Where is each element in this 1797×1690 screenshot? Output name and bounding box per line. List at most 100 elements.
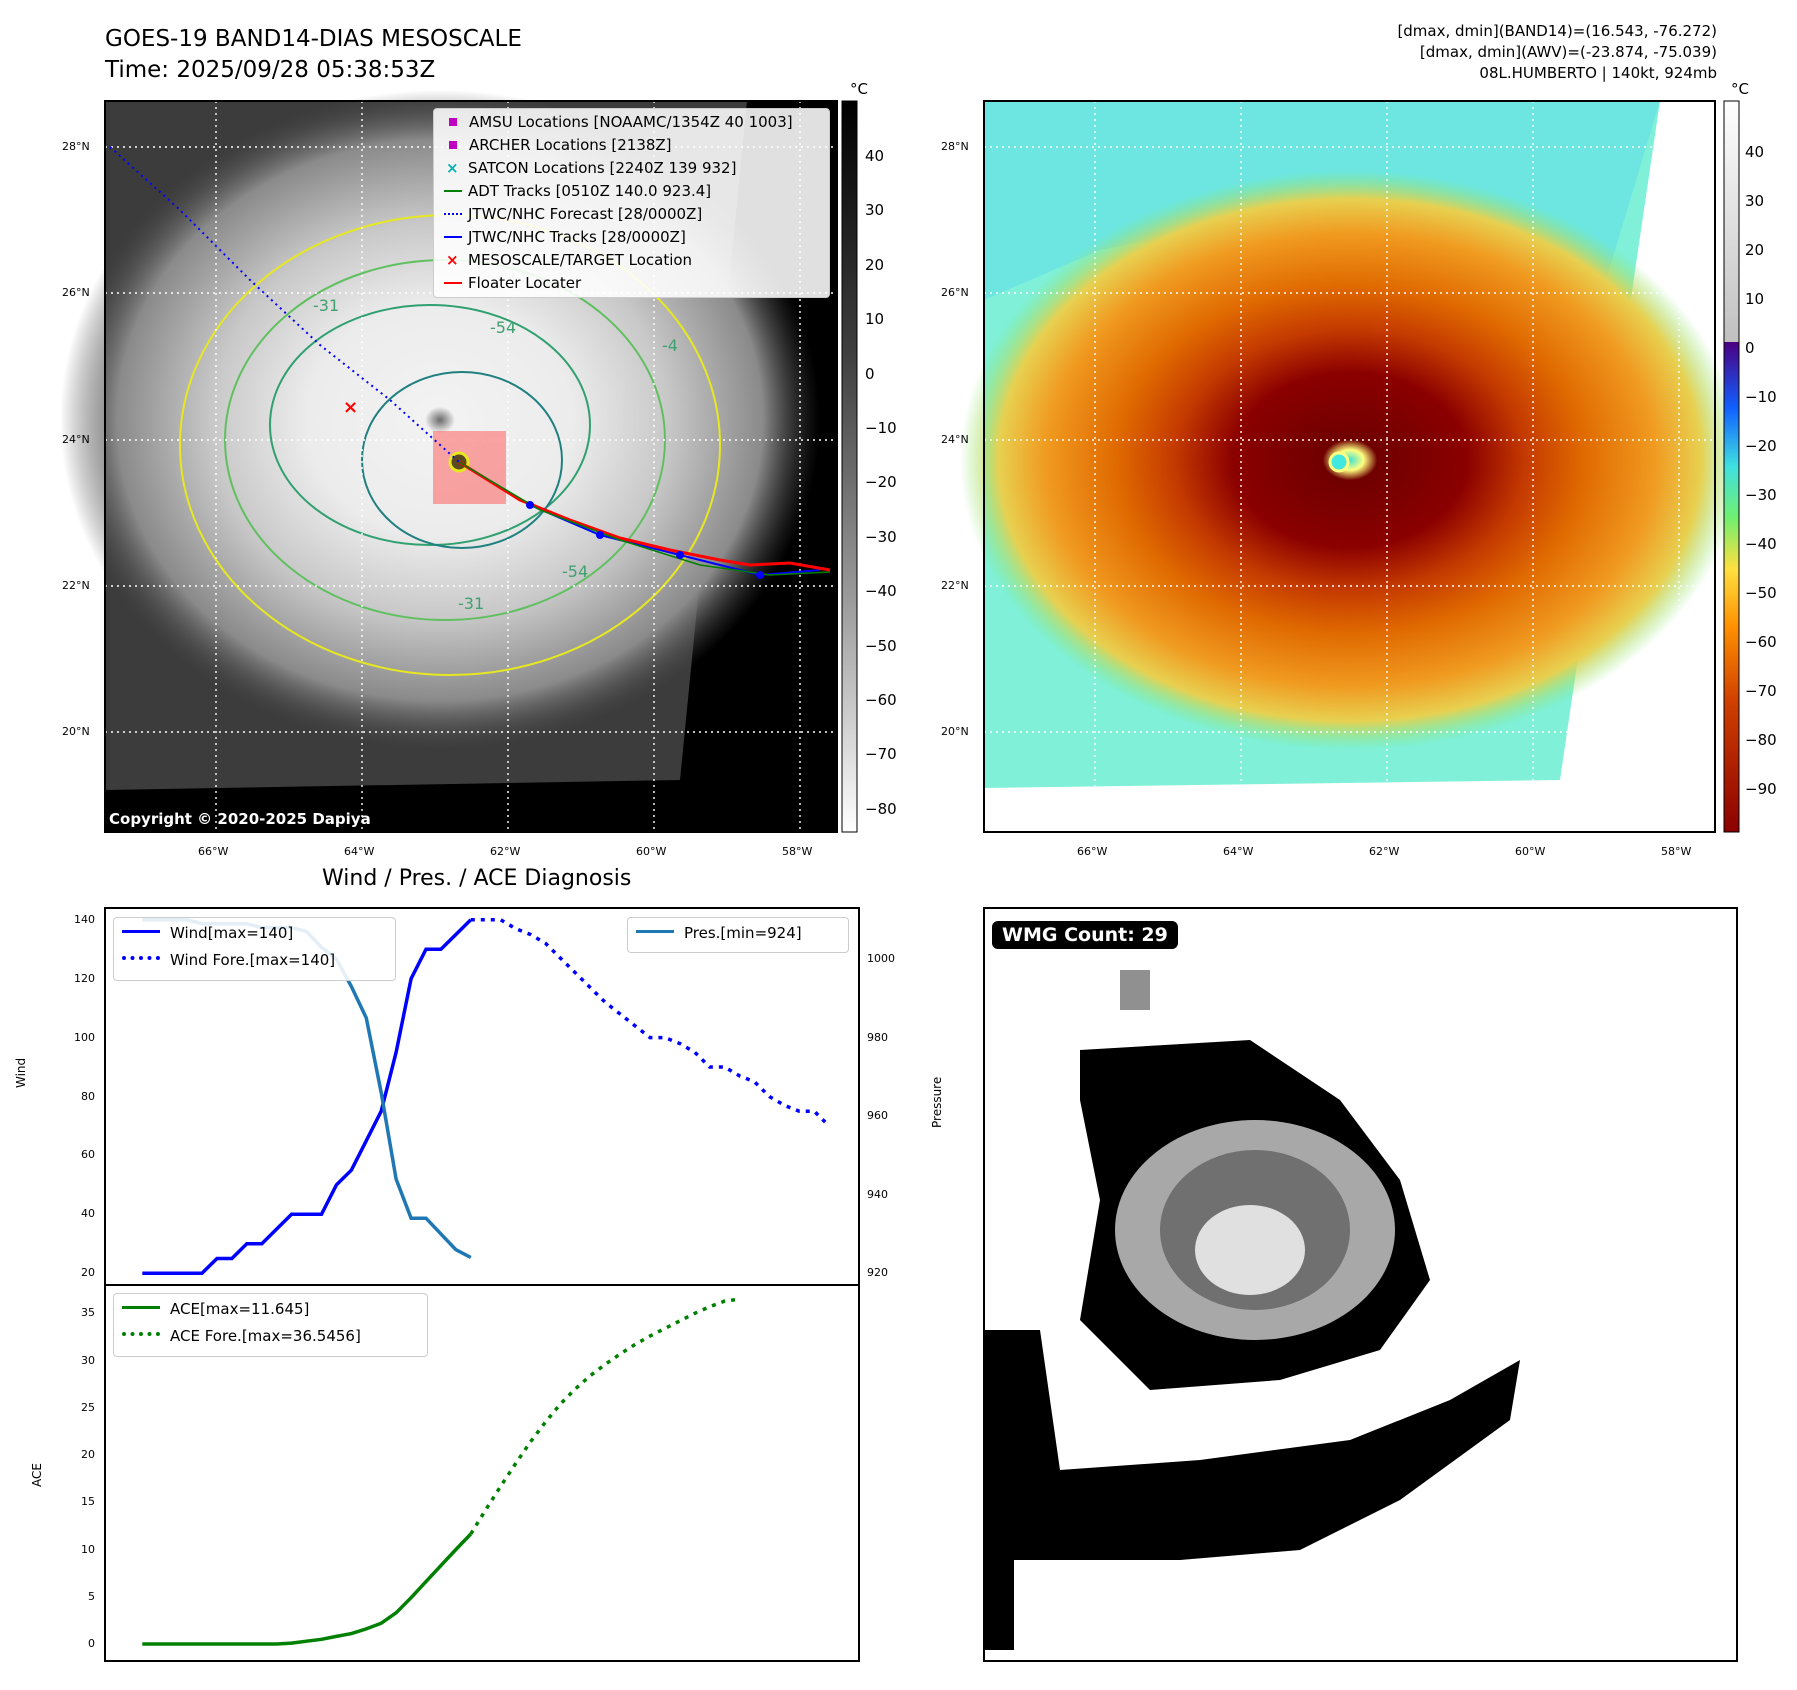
dotted-line-icon [444, 213, 462, 215]
colorbar-tick-label: −90 [1745, 780, 1777, 798]
right-lon-label: 58°W [1661, 845, 1692, 858]
info-dmax-awv: [dmax, dmin](AWV)=(-23.874, -75.039) [1419, 43, 1717, 61]
right-colorbar-unit: °C [1731, 80, 1749, 98]
axis-tick-label: 140 [74, 912, 95, 926]
contour-label: -54 [490, 318, 517, 337]
colorbar-tick-label: −80 [1745, 731, 1777, 749]
colorbar-tick-label: −80 [865, 799, 897, 818]
info-storm: 08L.HUMBERTO | 140kt, 924mb [1479, 64, 1717, 82]
track-points [526, 501, 764, 579]
colorbar-tick-label: −10 [1745, 388, 1777, 406]
axis-tick-label: 920 [867, 1266, 888, 1280]
left-lon-label: 58°W [782, 845, 813, 858]
dotted-line-icon [122, 1332, 160, 1336]
copyright-text: Copyright © 2020-2025 Dapiya [109, 810, 371, 828]
wmg-panel [983, 907, 1738, 1662]
mesoscale-target-marker: × [343, 397, 358, 418]
colorbar-tick-label: −70 [865, 745, 897, 764]
dotted-line-icon [122, 956, 160, 960]
right-lon-label: 62°W [1369, 845, 1400, 858]
right-map [960, 100, 1740, 833]
legend-item: × SATCON Locations [2240Z 139 932] [446, 159, 737, 177]
contour-label: -54 [562, 562, 589, 581]
colorbar-tick-label: −60 [1745, 633, 1777, 651]
left-lat-label: 24°N [62, 433, 90, 446]
axis-tick-label: 30 [81, 1353, 95, 1367]
pressure-legend: Pres.[min=924] [627, 917, 849, 953]
wmg-band-fragment [984, 1560, 1014, 1650]
storm-colorized [960, 170, 1740, 750]
axis-tick-label: 15 [81, 1495, 95, 1509]
right-lat-label: 24°N [941, 433, 969, 446]
colorbar-tick-label: 30 [865, 201, 885, 220]
colorbar-tick-label: 40 [865, 147, 885, 165]
left-lat-label: 28°N [62, 140, 90, 153]
axis-tick-label: 960 [867, 1109, 888, 1123]
legend-item: ARCHER Locations [2138Z] [444, 136, 672, 154]
square-marker-icon [449, 118, 457, 126]
colorbar-tick-label: −30 [1745, 486, 1777, 504]
axis-tick-label: 35 [81, 1306, 95, 1320]
right-lat-label: 28°N [941, 140, 969, 153]
contour-label: -31 [313, 296, 340, 315]
x-marker-icon: × [446, 251, 459, 269]
wind-legend: Wind[max=140] Wind Fore.[max=140] [113, 917, 396, 981]
figure-title: GOES-19 BAND14-DIAS MESOSCALE [105, 26, 522, 52]
contour-inner [361, 371, 563, 549]
colorbar-tick-label: 20 [1745, 241, 1765, 259]
contour-teal [269, 304, 591, 546]
wmg-eye [1195, 1205, 1305, 1295]
series-line-ace [142, 1532, 473, 1646]
series-line-wind [142, 918, 473, 1275]
axis-tick-label: 1000 [867, 952, 895, 966]
adt-track [458, 461, 831, 576]
contour-label: -31 [458, 594, 485, 613]
axis-tick-label: 20 [81, 1266, 95, 1280]
left-lat-label: 26°N [62, 286, 90, 299]
colorbar-tick-label: −70 [1745, 682, 1777, 700]
colorbar-tick-label: 10 [1745, 290, 1765, 308]
wmg-count-badge: WMG Count: 29 [992, 921, 1178, 949]
left-lon-label: 64°W [344, 845, 375, 858]
chart-title: Wind / Pres. / ACE Diagnosis [322, 866, 632, 891]
colorbar-tick-label: −10 [865, 419, 897, 437]
colorbar-tick-label: −20 [1745, 437, 1777, 455]
legend-item: ACE Fore.[max=36.5456] [122, 1327, 361, 1345]
ace-axis-label: ACE [30, 1463, 44, 1487]
storm-eye-color [1328, 451, 1350, 473]
left-lat-label: 22°N [62, 579, 90, 592]
ace-legend: ACE[max=11.645] ACE Fore.[max=36.5456] [113, 1293, 428, 1357]
axis-tick-label: 80 [81, 1089, 95, 1103]
contour-label: -4 [662, 336, 678, 355]
figure-time: Time: 2025/09/28 05:38:53Z [105, 57, 436, 83]
left-colorbar [841, 100, 858, 833]
left-colorbar-unit: °C [850, 80, 868, 98]
map-legend: AMSU Locations [NOAAMC/1354Z 40 1003] AR… [433, 108, 830, 298]
axis-tick-label: 0 [88, 1636, 95, 1650]
axis-tick-label: 5 [88, 1589, 95, 1603]
left-lon-label: 66°W [198, 845, 229, 858]
square-marker-icon [449, 141, 457, 149]
legend-item: Floater Locater [444, 274, 581, 292]
left-lon-label: 62°W [490, 845, 521, 858]
colorbar-tick-label: 40 [1745, 143, 1765, 161]
line-marker-icon [122, 1306, 160, 1309]
legend-item: ADT Tracks [0510Z 140.0 923.4] [444, 182, 711, 200]
right-lon-label: 64°W [1223, 845, 1254, 858]
x-marker-icon: × [446, 159, 459, 177]
line-dot-icon [444, 236, 462, 238]
left-lon-label: 60°W [636, 845, 667, 858]
colorbar-tick-label: −50 [865, 636, 897, 655]
axis-tick-label: 25 [81, 1400, 95, 1414]
pressure-axis-label: Pressure [930, 1076, 944, 1128]
axis-tick-label: 10 [81, 1542, 95, 1556]
left-map-frame [104, 100, 838, 833]
legend-item: ACE[max=11.645] [122, 1300, 309, 1318]
right-colorbar [1723, 100, 1740, 833]
axis-tick-label: 120 [74, 971, 95, 985]
axis-tick-label: 100 [74, 1030, 95, 1044]
left-lat-label: 20°N [62, 725, 90, 738]
series-line-ace-fore- [469, 1297, 740, 1535]
right-lat-label: 26°N [941, 286, 969, 299]
legend-item: Wind Fore.[max=140] [122, 951, 335, 969]
